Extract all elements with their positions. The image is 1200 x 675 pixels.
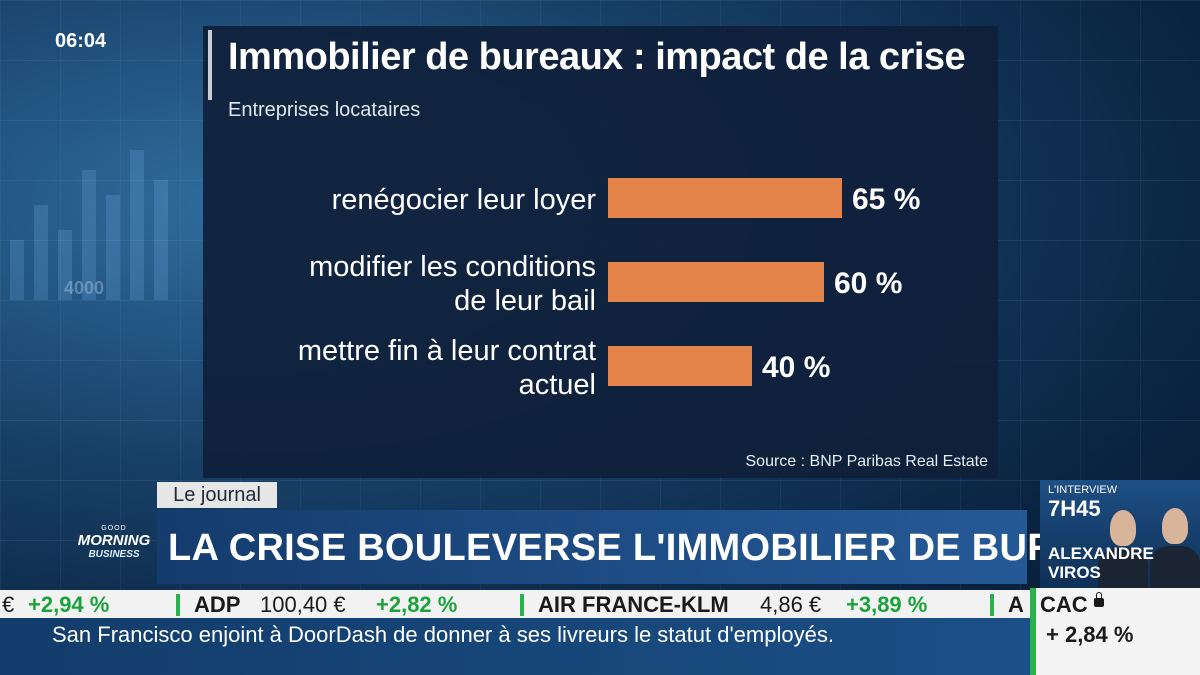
section-tag: Le journal xyxy=(157,482,277,508)
chart-source: Source : BNP Paribas Real Estate xyxy=(745,453,989,470)
background-bars xyxy=(0,120,190,300)
news-crawl-text: San Francisco enjoint à DoorDash de donn… xyxy=(52,622,834,647)
chart-subtitle: Entreprises locataires xyxy=(228,99,421,121)
ticker-change: +2,82 % xyxy=(376,592,458,617)
index-change: + 2,84 % xyxy=(1046,622,1134,647)
chart-panel xyxy=(203,26,998,478)
guest-photo-1 xyxy=(1098,548,1148,588)
show-logo: GOOD MORNING BUSINESS xyxy=(75,525,153,565)
stock-ticker: € +2,94 % ADP 100,40 € +2,82 % AIR FRANC… xyxy=(0,590,1030,618)
guest-first-name: ALEXANDRE xyxy=(1048,544,1154,563)
category-label-0-0: renégocier leur loyer xyxy=(332,184,597,216)
bar-0 xyxy=(608,178,842,218)
logo-line-2: MORNING xyxy=(77,532,151,549)
headline-banner xyxy=(157,510,1027,584)
ticker-separator xyxy=(176,594,180,616)
index-name: CAC xyxy=(1040,592,1088,617)
logo-line-1: GOOD xyxy=(101,525,127,532)
guest-face-1 xyxy=(1110,510,1136,546)
category-label-1-1: de leur bail xyxy=(454,285,596,317)
background-figure: 4000 xyxy=(64,278,105,298)
headline: LA CRISE BOULEVERSE L'IMMOBILIER DE BURE… xyxy=(168,527,1137,569)
title-accent-bar xyxy=(208,30,212,100)
bar-2 xyxy=(608,346,752,386)
value-label-2: 40 % xyxy=(762,351,830,384)
category-label-1-0: modifier les conditions xyxy=(309,251,596,283)
ticker-name: ADP xyxy=(194,592,241,617)
ticker-separator xyxy=(990,594,994,616)
ticker-value: 100,40 € xyxy=(260,592,346,617)
interview-label: L'INTERVIEW xyxy=(1048,484,1118,496)
ticker-change: +3,89 % xyxy=(846,592,928,617)
index-box xyxy=(1030,588,1200,675)
value-label-0: 65 % xyxy=(852,183,920,216)
lock-icon xyxy=(1094,592,1104,607)
guest-photo-2 xyxy=(1150,546,1200,588)
ticker-value: 4,86 € xyxy=(760,592,822,617)
bar-1 xyxy=(608,262,824,302)
guest-last-name: VIROS xyxy=(1048,563,1101,582)
ticker-lead-currency: € xyxy=(2,592,15,617)
chart-title: Immobilier de bureaux : impact de la cri… xyxy=(228,36,966,78)
ticker-name: AIR FRANCE-KLM xyxy=(538,592,729,617)
logo-line-3: BUSINESS xyxy=(88,549,140,560)
ticker-trailing: A xyxy=(1008,592,1024,617)
bar-chart: 65 % renégocier leur loyer 60 % modifier le… xyxy=(298,178,920,401)
category-label-2-0: mettre fin à leur contrat xyxy=(298,335,596,367)
interview-box: L'INTERVIEW 7H45 ALEXANDRE VIROS xyxy=(1040,480,1200,588)
clock: 06:04 xyxy=(55,30,107,52)
guest-face-2 xyxy=(1162,508,1188,544)
category-label-2-1: actuel xyxy=(519,369,596,401)
value-label-1: 60 % xyxy=(834,267,902,300)
ticker-lead-change: +2,94 % xyxy=(28,592,110,617)
interview-time: 7H45 xyxy=(1048,496,1101,521)
news-crawl xyxy=(0,618,1030,675)
ticker-separator xyxy=(520,594,524,616)
